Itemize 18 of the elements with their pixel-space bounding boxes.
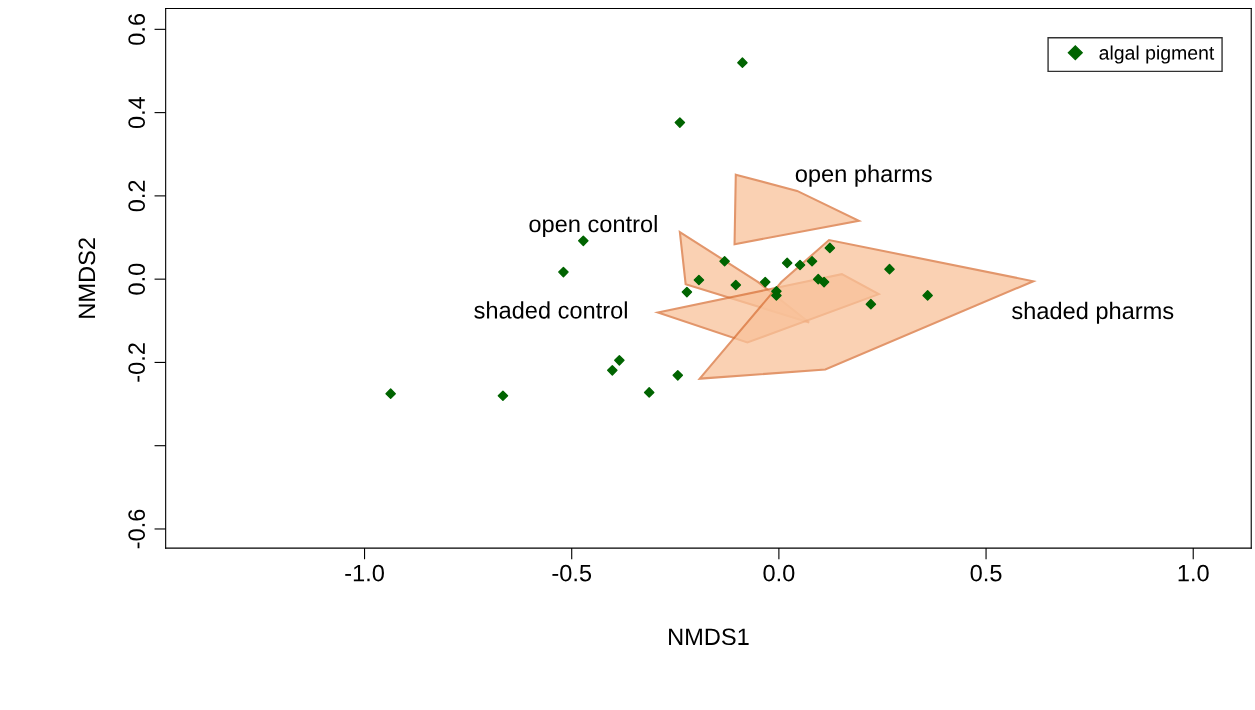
x-tick-label: -1.0: [345, 564, 384, 582]
x-tick-label: 0.5: [970, 564, 1002, 582]
x-tick-label: 1.0: [1178, 564, 1209, 582]
annotation: open pharms: [795, 164, 932, 187]
y-axis-title: NMDS2: [78, 238, 96, 318]
y-tick-label: 0.2: [128, 180, 146, 212]
legend-label: algal pigment: [1099, 45, 1215, 64]
annotation: shaded pharms: [1012, 301, 1174, 324]
x-tick-label: 0.0: [763, 564, 795, 582]
y-tick-label: 0.4: [128, 96, 146, 129]
x-tick-label: -0.5: [552, 564, 592, 582]
annotation: shaded control: [474, 301, 627, 319]
x-axis-title: NMDS1: [669, 628, 749, 646]
y-tick-label: -0.2: [128, 343, 146, 382]
y-tick-label: -0.6: [128, 509, 146, 549]
y-tick-label: 0.6: [128, 13, 146, 45]
y-tick-label: 0.0: [128, 263, 146, 295]
annotation: open control: [529, 214, 657, 237]
